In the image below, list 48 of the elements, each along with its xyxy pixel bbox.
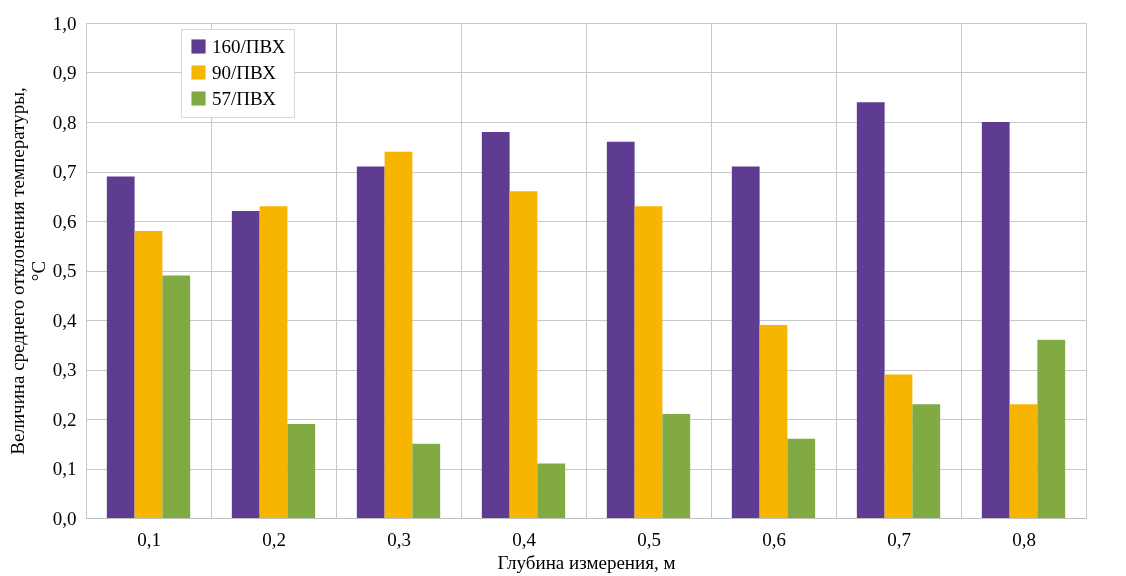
x-tick-label: 0,3 (387, 528, 411, 550)
bar (912, 404, 941, 518)
y-tick-label: 0,2 (52, 408, 77, 430)
bar (509, 191, 538, 518)
bar (606, 141, 635, 518)
y-tick-label: 0,6 (52, 210, 77, 232)
bar (481, 131, 510, 518)
x-tick-label: 0,2 (262, 528, 286, 550)
x-tick-label: 0,7 (887, 528, 911, 550)
y-tick-label: 0,3 (52, 359, 77, 380)
x-tick-label: 0,1 (137, 528, 161, 550)
y-axis-title: Величина среднего отклонения температуры, °C (6, 87, 49, 455)
bar (662, 414, 691, 518)
y-tick-label: 0,4 (52, 309, 77, 331)
x-tick-label: 0,5 (637, 528, 661, 550)
x-tick-label: 0,4 (512, 528, 537, 550)
bar (162, 275, 191, 518)
bar (287, 423, 316, 518)
y-tick-label: 0,9 (52, 62, 77, 83)
y-tick-label: 0,5 (52, 260, 77, 281)
legend-label: 57/ПВХ (212, 87, 277, 109)
x-tick-label: 0,6 (762, 528, 786, 550)
bar (759, 324, 788, 518)
bar (856, 102, 885, 518)
bar (787, 438, 816, 518)
bar (259, 206, 288, 518)
y-tick-label: 0,7 (52, 161, 77, 182)
bar (537, 463, 566, 518)
y-tick-label: 1,0 (52, 12, 77, 34)
bar (106, 176, 135, 518)
bar (1037, 339, 1066, 518)
x-axis-title: Глубина измерения, м (497, 551, 676, 573)
bar (412, 443, 441, 518)
bar (884, 374, 913, 518)
y-tick-label: 0,8 (52, 111, 77, 133)
x-tick-label: 0,8 (1012, 528, 1036, 550)
legend-label: 90/ПВХ (212, 61, 277, 83)
bar (134, 230, 163, 518)
bar (356, 166, 385, 518)
bar (731, 166, 760, 518)
bar (634, 206, 663, 518)
y-tick-label: 0,1 (52, 458, 77, 479)
bar (384, 151, 413, 518)
legend-label: 160/ПВХ (212, 35, 286, 57)
bar (1009, 404, 1038, 518)
y-tick-label: 0,0 (52, 507, 77, 529)
bar (981, 122, 1010, 518)
bar (231, 211, 260, 518)
